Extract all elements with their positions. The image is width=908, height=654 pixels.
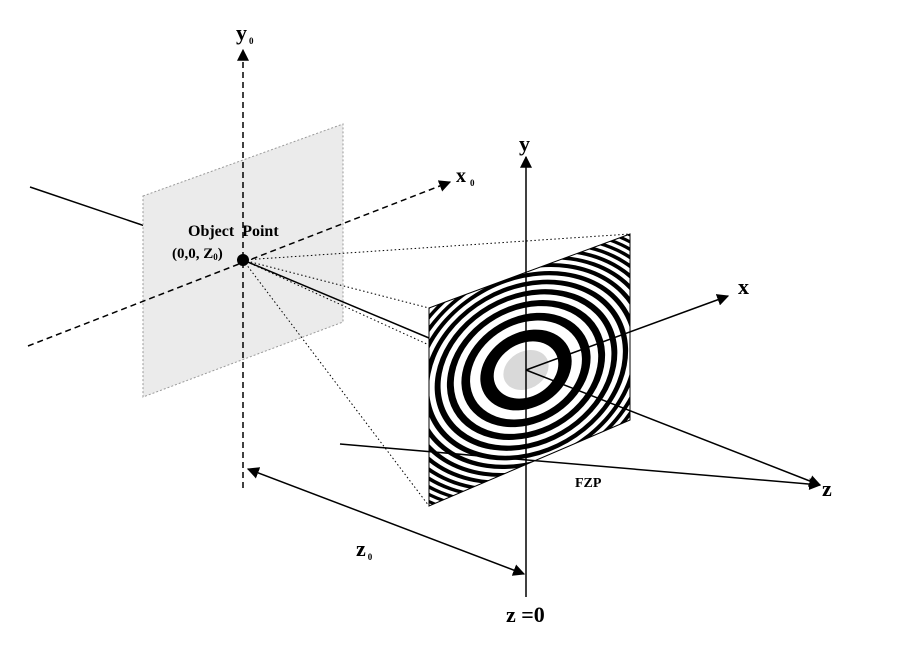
object-point-coordinates: (0,0, Z0) <box>172 246 223 262</box>
z-axis-label: z <box>822 476 832 501</box>
z-axis <box>339 443 822 491</box>
y-axis-label: y <box>519 131 530 156</box>
x-axis-label: x <box>738 274 749 299</box>
projection-rays <box>242 233 631 507</box>
fzp-border <box>428 233 631 507</box>
object-point-dot <box>237 254 249 266</box>
fzp-label: FZP <box>575 476 602 491</box>
object-point-label: Object Point <box>188 223 279 240</box>
z0-distance-arrow <box>246 467 526 576</box>
optical-axis-back-segment <box>29 186 146 227</box>
central-ray <box>242 259 430 339</box>
z-axis-behind <box>525 369 822 487</box>
x0-axis <box>27 180 452 347</box>
z-origin-label: z =0 <box>506 602 545 627</box>
x-axis <box>525 294 730 371</box>
